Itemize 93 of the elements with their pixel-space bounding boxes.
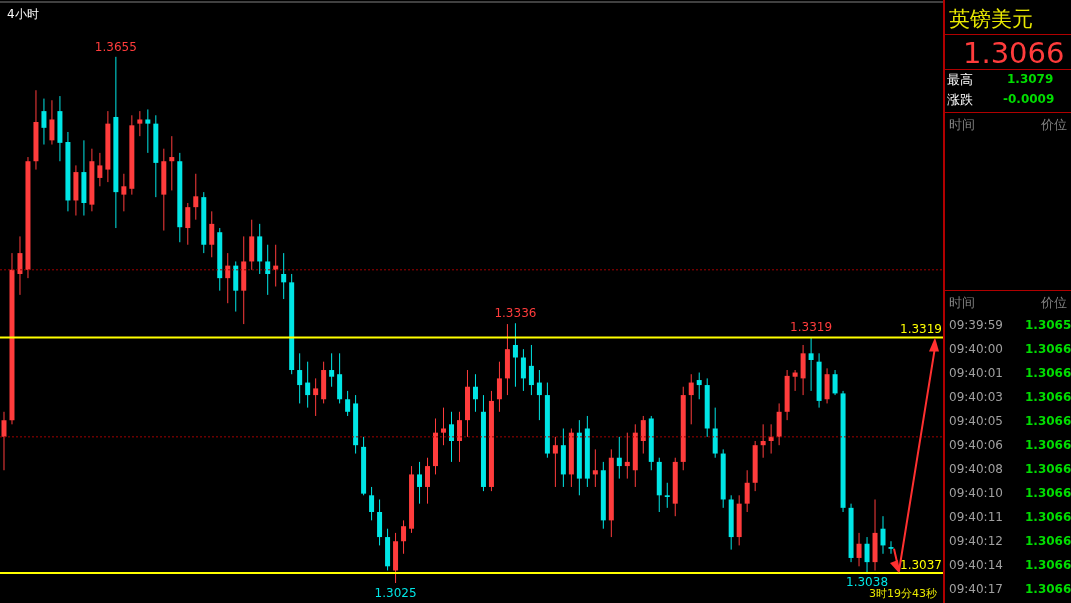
candlestick: [49, 99, 55, 146]
candlestick: [856, 532, 862, 567]
chart-title: 4小时: [7, 7, 39, 21]
candlestick: [808, 336, 814, 392]
text: 涨跌: [947, 91, 973, 109]
annotation: 1.3025: [374, 586, 417, 601]
text: 英镑美元: [949, 6, 1033, 33]
text: 1.3066: [1025, 558, 1071, 572]
candlestick: [185, 202, 191, 246]
candlestick: [41, 98, 47, 146]
candlestick: [265, 244, 271, 296]
candlestick: [640, 415, 646, 455]
candlestick: [425, 457, 431, 505]
candlestick: [193, 173, 199, 221]
candlestick: [624, 432, 630, 480]
candlestick: [441, 407, 446, 446]
text: 1.3066: [1025, 414, 1071, 428]
candlestick: [696, 372, 702, 400]
text: 09:40:05: [949, 414, 1003, 428]
candlestick: [97, 152, 103, 187]
candlestick: [225, 252, 231, 304]
candlestick: [305, 361, 311, 409]
text: 3时19分43秒: [869, 586, 937, 601]
text: 09:40:08: [949, 462, 1003, 476]
candlestick: [864, 536, 870, 573]
text: 09:40:14: [949, 558, 1003, 572]
text: 1.3066: [1025, 534, 1071, 548]
text: 09:40:06: [949, 438, 1003, 452]
text: 最高: [947, 71, 973, 89]
candlestick: [345, 390, 351, 417]
text: 时间: [949, 116, 975, 134]
text: 1.3066: [1025, 486, 1071, 500]
annotation: 1.3319: [790, 320, 833, 335]
annotation: 1.3655: [94, 39, 137, 54]
text: 1.3065: [1025, 318, 1071, 332]
text: 价位: [1041, 116, 1067, 134]
candlestick: [592, 448, 598, 488]
candlestick: [760, 423, 766, 459]
candlestick: [744, 469, 750, 513]
candlestick: [528, 344, 534, 396]
candlestick: [401, 519, 407, 555]
text: 1.3066: [1025, 510, 1071, 524]
candlestick: [512, 322, 518, 388]
ref-line-label: 1.3037: [900, 557, 942, 572]
candlestick: [145, 108, 151, 154]
candlestick: [369, 486, 375, 521]
candlestick: [449, 411, 454, 463]
candlestick: [297, 352, 303, 404]
text: 1.3066: [1025, 438, 1071, 452]
annotation: 1.3336: [494, 306, 537, 321]
text: 09:39:59: [949, 318, 1003, 332]
candlestick: [1, 411, 7, 471]
candlestick: [536, 369, 542, 421]
text: 1.3066: [963, 36, 1065, 70]
candlestick: [456, 411, 462, 463]
candlestick: [121, 173, 127, 212]
text: -0.0009: [1003, 92, 1055, 106]
text: 09:40:10: [949, 486, 1003, 500]
candlestick: [313, 377, 319, 417]
candlestick: [616, 436, 622, 480]
candlestick: [281, 252, 287, 300]
text: 09:40:12: [949, 534, 1003, 548]
candlestick: [888, 540, 894, 555]
text: 1.3079: [1007, 72, 1054, 86]
candlestick: [472, 373, 478, 413]
text: 09:40:11: [949, 510, 1003, 524]
candlestick: [768, 423, 774, 455]
candlestick: [832, 369, 838, 396]
text: 09:40:00: [949, 342, 1003, 356]
text: 09:40:17: [949, 582, 1003, 596]
candlestick: [552, 436, 558, 488]
text: 1.3066: [1025, 342, 1071, 356]
text: 时间: [949, 294, 975, 312]
ref-line-label: 1.3319: [900, 322, 942, 337]
candlestick: [417, 461, 423, 505]
candlestick: [880, 515, 886, 555]
candlestick: [329, 352, 335, 388]
text: 1.3066: [1025, 390, 1071, 404]
candlestick: [17, 235, 23, 296]
text: 1.3066: [1025, 462, 1071, 476]
candlestick: [209, 210, 215, 258]
candlestick: [496, 361, 502, 413]
candlestick: [664, 482, 670, 509]
text: 1.3066: [1025, 366, 1071, 380]
text: 09:40:01: [949, 366, 1003, 380]
candlestick: [169, 135, 175, 191]
text: 09:40:03: [949, 390, 1003, 404]
text: 价位: [1041, 294, 1067, 312]
candlestick: [137, 110, 143, 137]
candlestick: [520, 348, 526, 392]
candlestick: [792, 369, 798, 392]
candlestick: [688, 373, 694, 425]
text: 1.3066: [1025, 582, 1071, 596]
